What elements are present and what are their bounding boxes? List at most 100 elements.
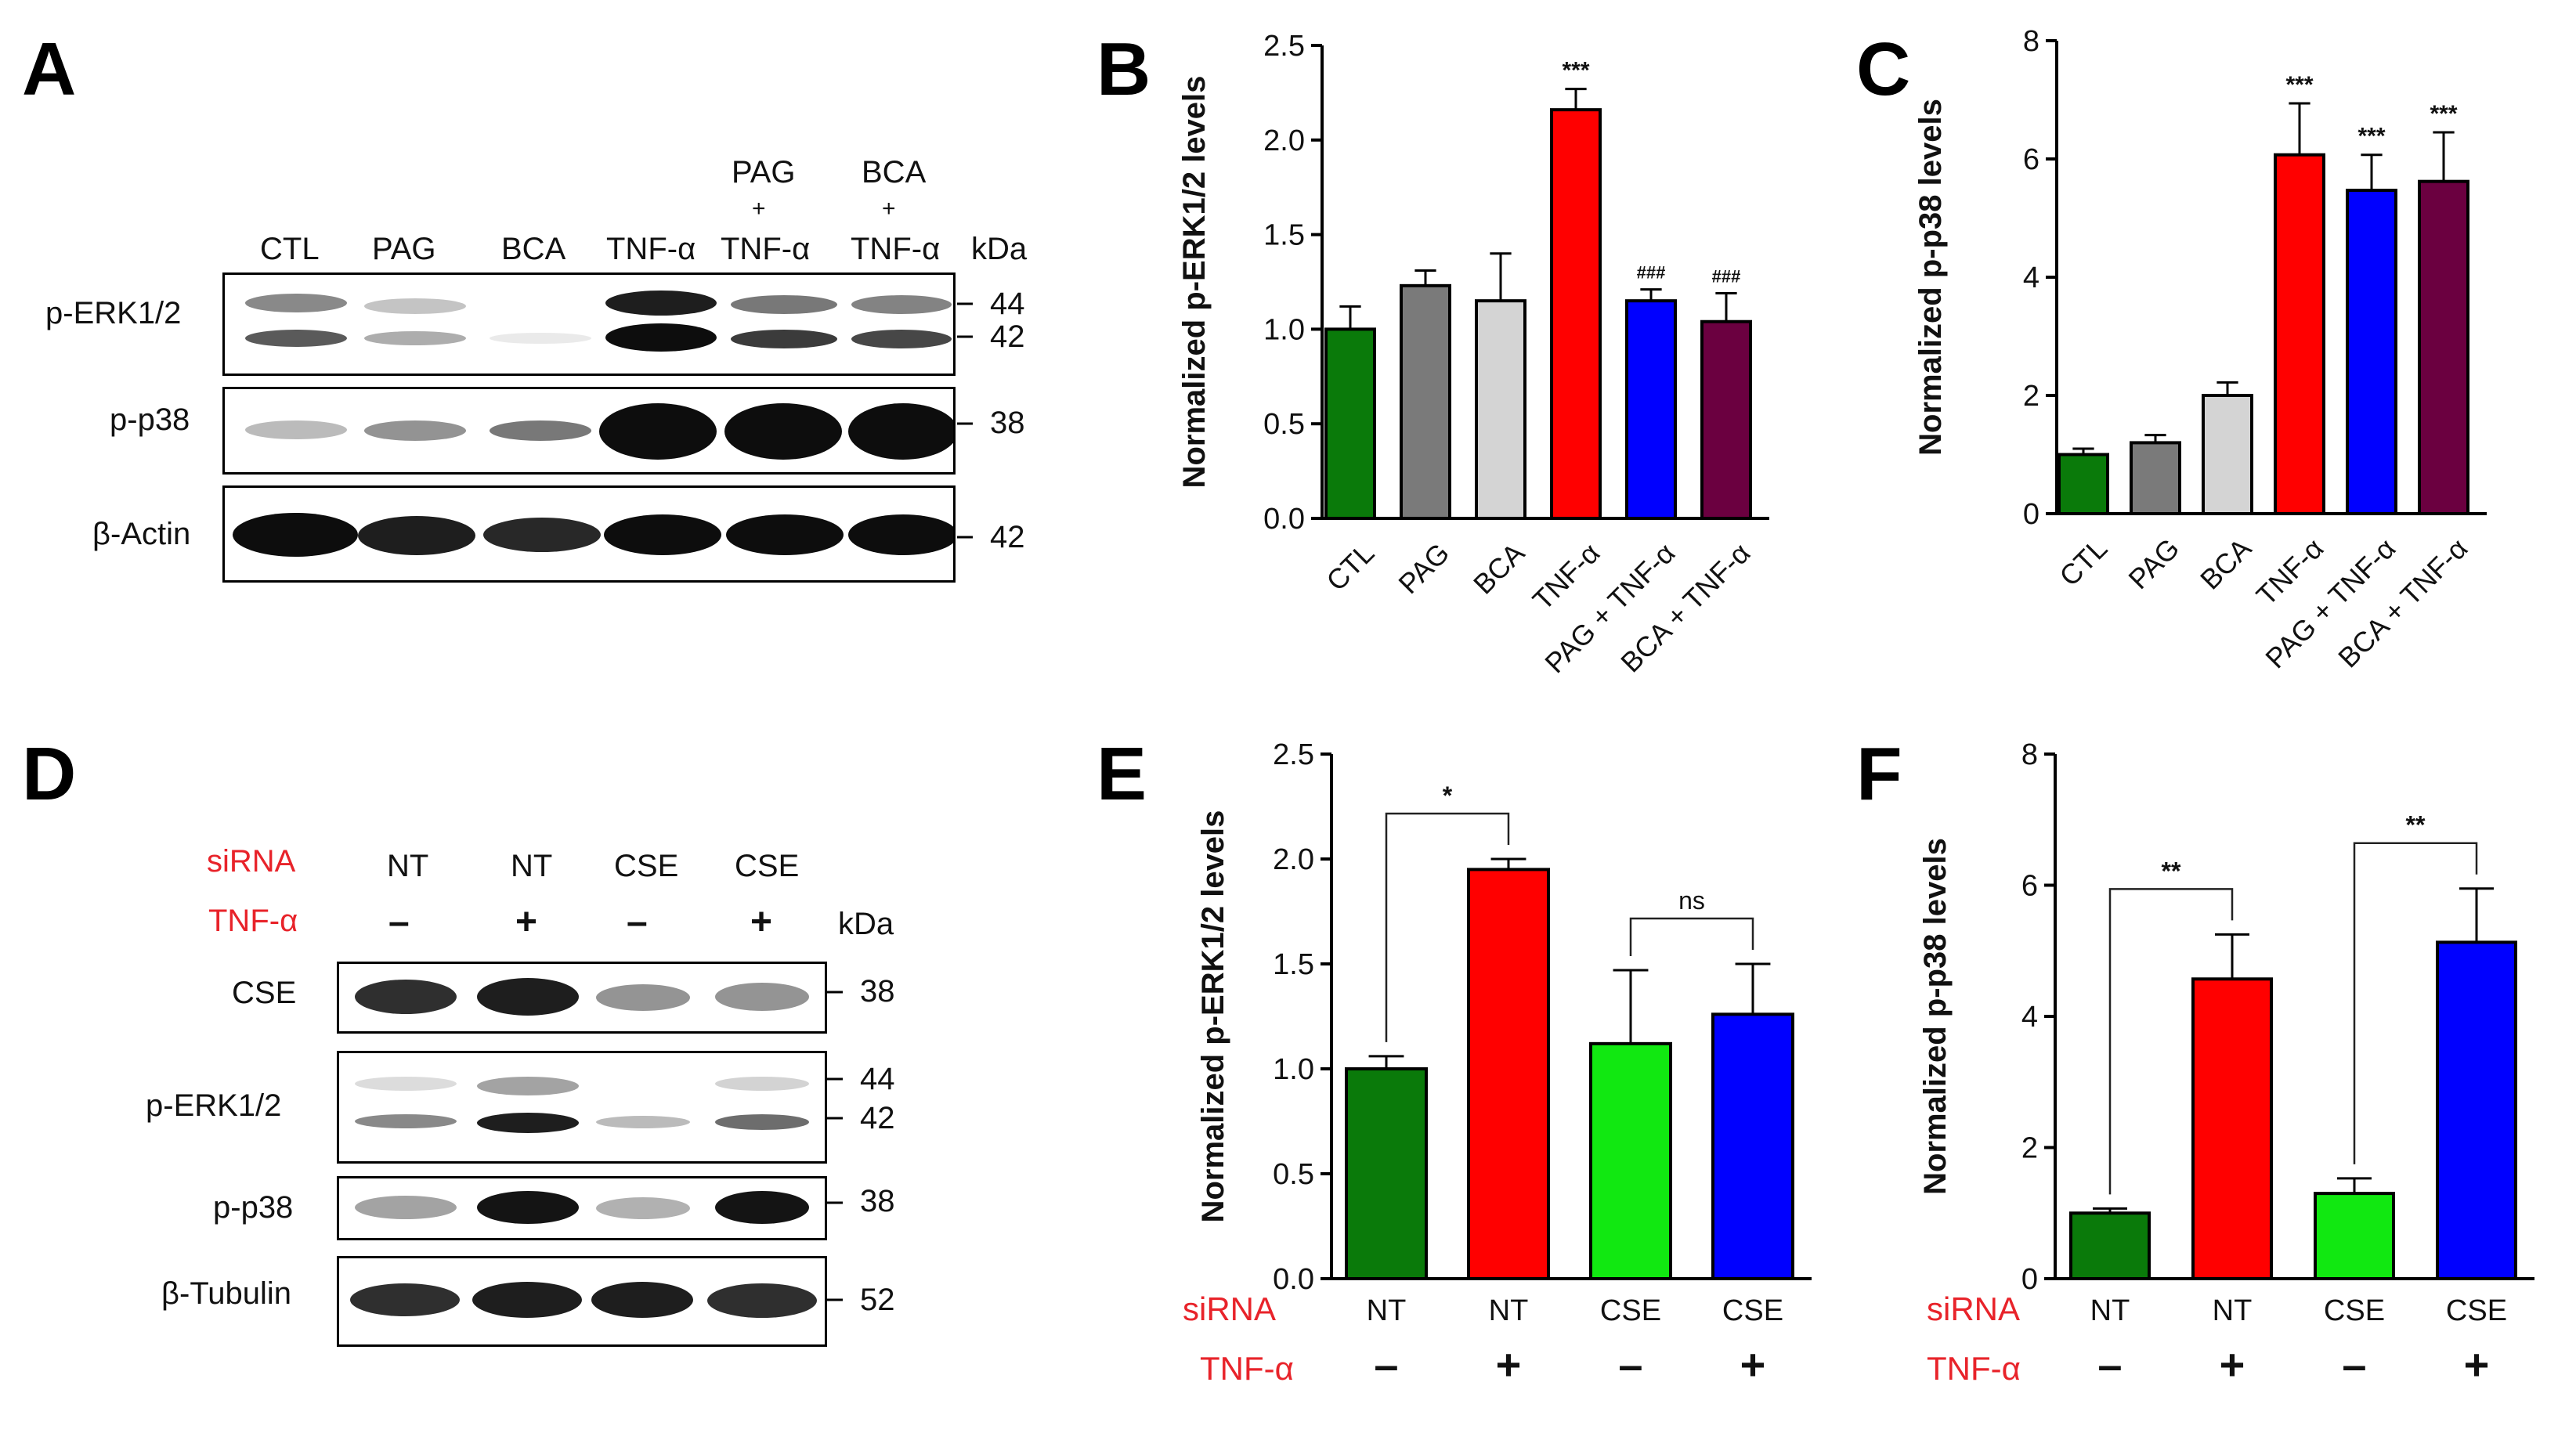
- bar: [1711, 1012, 1794, 1280]
- kda-label: kDa: [838, 907, 894, 941]
- significance-label: ###: [1712, 266, 1741, 286]
- y-tick-label: 1.5: [1263, 219, 1305, 252]
- bar: [1467, 868, 1550, 1280]
- significance-label: ###: [1637, 263, 1666, 283]
- lane-label: CTL: [260, 232, 320, 266]
- x-tick-label: NT: [1489, 1294, 1529, 1327]
- bar: [2130, 441, 2181, 516]
- kda-marker: 42: [860, 1101, 895, 1135]
- y-axis-label: Normalized p-ERK1/2 levels: [1196, 810, 1230, 1223]
- bar: [2202, 394, 2253, 515]
- kda-marker: 38: [990, 406, 1025, 440]
- lane-label-plus: +: [752, 196, 766, 222]
- lane-label: PAG: [372, 232, 436, 266]
- sirna-row-label: siRNA: [1927, 1290, 2020, 1327]
- kda-marker: 44: [860, 1062, 895, 1096]
- tnf-row-label: TNF-α: [208, 904, 298, 938]
- blot-strip-cse: [337, 962, 827, 1034]
- blot-strip-pp38-d: [337, 1176, 827, 1240]
- significance-label: *: [1443, 781, 1453, 810]
- blot-strip-perk: [222, 272, 956, 376]
- row-label: p-p38: [213, 1190, 294, 1225]
- x-tick-label: NT: [1367, 1294, 1407, 1327]
- lane-label-bottom: TNF-α: [851, 232, 941, 266]
- comparison-bracket: [2108, 888, 2234, 1195]
- lane-label-bottom: TNF-α: [721, 232, 811, 266]
- y-tick-label: 4: [2021, 1001, 2038, 1034]
- tnf-sign: –: [2342, 1340, 2366, 1389]
- tnf-value: –: [627, 901, 648, 943]
- y-tick-label: 2: [2021, 1132, 2038, 1165]
- bar: [2274, 153, 2325, 515]
- y-tick-label: 1.0: [1263, 313, 1305, 346]
- bar: [1475, 299, 1526, 520]
- blot-strip-tubulin: [337, 1256, 827, 1347]
- row-label: β-Tubulin: [161, 1276, 292, 1311]
- kda-label: kDa: [971, 232, 1028, 266]
- sirna-value: CSE: [735, 849, 800, 883]
- comparison-bracket: [1629, 917, 1754, 957]
- kda-marker: 52: [860, 1283, 895, 1317]
- bar: [2314, 1192, 2395, 1280]
- comparison-bracket: [1385, 812, 1510, 1042]
- row-label: p-p38: [110, 402, 190, 437]
- y-axis-label: Normalized p-p38 levels: [1913, 99, 1948, 456]
- kda-marker: 44: [990, 287, 1025, 321]
- x-tick-label: CSE: [1722, 1294, 1783, 1327]
- y-tick-label: 1.5: [1273, 948, 1314, 981]
- panel-label-a: A: [22, 27, 77, 111]
- bar: [1400, 283, 1451, 520]
- panel-label-f: F: [1856, 732, 1902, 816]
- blot-strip-actin: [222, 485, 956, 583]
- row-label: p-ERK1/2: [45, 296, 182, 330]
- y-tick-label: 8: [2021, 738, 2038, 771]
- y-tick-label: 0.5: [1273, 1158, 1314, 1191]
- blot-d-marker-ticks: [827, 991, 843, 1301]
- significance-label: ns: [1678, 886, 1705, 915]
- tnf-value: +: [515, 901, 538, 943]
- kda-marker: 42: [990, 520, 1025, 554]
- tnf-sign: +: [2464, 1340, 2490, 1389]
- y-tick-label: 0.0: [1263, 503, 1305, 536]
- bar: [2191, 977, 2273, 1280]
- tnf-sign: +: [1496, 1340, 1522, 1389]
- significance-label: ***: [2357, 124, 2385, 150]
- y-tick-label: 0: [2021, 1263, 2038, 1296]
- bar: [2069, 1211, 2151, 1280]
- x-tick-label: CSE: [1600, 1294, 1661, 1327]
- tnf-sign: +: [1740, 1340, 1766, 1389]
- lane-label: TNF-α: [606, 232, 696, 266]
- blot-a-marker-ticks: [957, 302, 973, 539]
- panel-label-c: C: [1856, 27, 1911, 111]
- y-tick-label: 2.0: [1273, 843, 1314, 876]
- x-tick-label: CSE: [2446, 1294, 2507, 1327]
- tnf-value: +: [750, 901, 773, 943]
- tnf-sign: +: [2220, 1340, 2245, 1389]
- kda-marker: 38: [860, 1184, 895, 1218]
- y-tick-label: 2.5: [1273, 738, 1314, 771]
- bar: [1700, 319, 1752, 520]
- row-label: β-Actin: [92, 517, 191, 551]
- significance-label: ***: [1562, 58, 1589, 84]
- kda-marker: 38: [860, 974, 895, 1009]
- comparison-bracket: [2353, 842, 2478, 1164]
- significance-label: ***: [2430, 101, 2457, 127]
- y-tick-label: 0.0: [1273, 1263, 1314, 1296]
- y-tick-label: 6: [2023, 143, 2039, 176]
- tnf-row-label: TNF-α: [1927, 1350, 2021, 1387]
- bar: [1345, 1067, 1428, 1280]
- tnf-sign: –: [1618, 1340, 1642, 1389]
- x-tick-label: NT: [2090, 1294, 2130, 1327]
- lane-label-plus: +: [882, 196, 896, 222]
- panel-label-d: D: [22, 732, 77, 816]
- tnf-sign: –: [2097, 1340, 2122, 1389]
- panel-label-e: E: [1097, 732, 1147, 816]
- row-label: p-ERK1/2: [146, 1088, 282, 1123]
- lane-label-top: BCA: [862, 155, 927, 189]
- sirna-value: NT: [511, 849, 553, 883]
- y-tick-label: 6: [2021, 870, 2038, 903]
- sirna-value: CSE: [614, 849, 679, 883]
- bar: [1324, 327, 1376, 520]
